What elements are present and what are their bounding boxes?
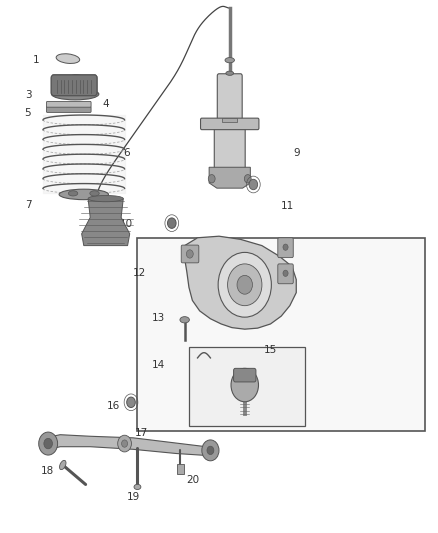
Bar [138,238,425,431]
Circle shape [283,244,288,251]
Circle shape [207,446,214,455]
Text: 3: 3 [25,90,31,100]
Ellipse shape [68,191,78,196]
Circle shape [122,440,127,447]
Ellipse shape [225,58,234,63]
Circle shape [127,397,135,408]
Ellipse shape [90,191,99,196]
FancyBboxPatch shape [46,107,91,112]
FancyBboxPatch shape [201,118,259,130]
FancyBboxPatch shape [278,238,293,257]
FancyBboxPatch shape [46,101,91,107]
Ellipse shape [180,317,189,323]
Circle shape [167,218,176,228]
Ellipse shape [52,88,99,100]
Ellipse shape [226,71,233,75]
Text: 9: 9 [293,148,300,158]
Circle shape [187,250,193,258]
Bar [189,348,305,426]
Text: 8: 8 [108,225,115,235]
Bar [222,118,237,123]
Circle shape [283,270,288,277]
Ellipse shape [59,189,109,200]
Text: 1: 1 [33,55,40,65]
Text: 11: 11 [281,201,294,212]
Circle shape [228,264,262,306]
Circle shape [218,253,272,317]
Text: 4: 4 [102,99,109,109]
Circle shape [208,175,215,183]
Text: 5: 5 [25,108,31,118]
Text: 20: 20 [187,474,200,484]
Circle shape [237,276,252,294]
Text: 2: 2 [55,75,61,85]
FancyBboxPatch shape [51,75,97,96]
Ellipse shape [56,54,80,63]
FancyBboxPatch shape [181,245,199,263]
Circle shape [244,175,251,183]
Circle shape [231,368,258,402]
FancyBboxPatch shape [233,368,256,382]
Polygon shape [185,236,296,329]
FancyBboxPatch shape [214,123,245,169]
Text: 10: 10 [120,219,133,229]
Polygon shape [81,199,130,246]
Circle shape [39,432,58,455]
Polygon shape [209,167,251,188]
Text: 17: 17 [135,427,148,438]
Text: 7: 7 [25,200,31,210]
Circle shape [202,440,219,461]
Ellipse shape [134,484,141,489]
Text: 18: 18 [41,466,54,477]
Text: 15: 15 [264,345,277,355]
Text: 16: 16 [107,401,120,411]
FancyBboxPatch shape [217,74,242,123]
Text: 14: 14 [152,360,166,370]
Bar [177,464,184,474]
Polygon shape [41,435,215,456]
Circle shape [44,438,53,449]
FancyBboxPatch shape [278,264,293,284]
Ellipse shape [88,196,123,201]
Text: 19: 19 [127,492,140,503]
Ellipse shape [60,461,66,470]
Text: 12: 12 [133,268,146,278]
Circle shape [118,435,131,452]
Circle shape [249,179,258,190]
Text: 13: 13 [152,313,166,322]
Ellipse shape [71,75,85,80]
Text: 6: 6 [124,148,130,158]
